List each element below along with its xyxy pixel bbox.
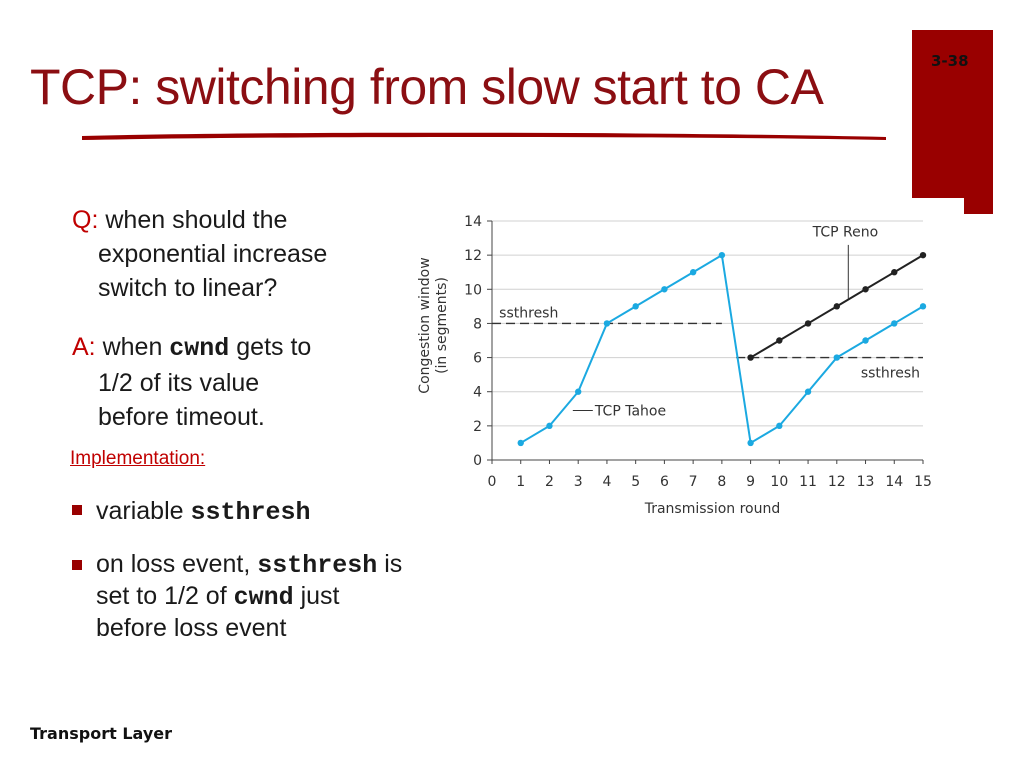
y-tick-label: 14 [464,214,482,230]
corner-accent-tab [912,30,993,198]
question-block: Q: when should the exponential increase … [72,203,382,305]
bullet2-line3: before loss event [96,614,287,642]
bullet-ssthresh-variable: variable ssthresh [72,494,492,530]
footer-text: Transport Layer [30,724,172,743]
tcp-tahoe-point [891,320,898,327]
x-tick-label: 3 [574,474,583,490]
y-tick-label: 0 [473,453,482,469]
tcp-tahoe-point [661,286,668,293]
tcp-reno-point [833,303,840,310]
title-underline [82,132,886,140]
x-tick-label: 11 [799,474,817,490]
answer-label: A: [72,333,96,361]
bullet2-line2-post: just [300,582,340,610]
bullet2-mid: is [384,550,403,578]
bullet2-code2: cwnd [233,583,294,612]
slide-title: TCP: switching from slow start to CA [30,59,824,115]
y-tick-label: 10 [464,282,482,298]
corner-accent-strip [964,198,993,214]
tcp-tahoe-label: TCP Tahoe [594,403,666,419]
question-label: Q: [72,206,99,234]
tcp-reno-label: TCP Reno [812,224,879,240]
answer-line2: 1/2 of its value [98,369,260,397]
tcp-reno-point [862,286,869,293]
tcp-tahoe-point [776,422,783,430]
bullet-square-icon [72,505,82,515]
question-line2: exponential increase [98,240,328,268]
question-line3: switch to linear? [98,274,278,302]
tcp-reno-point [747,354,754,361]
answer-line1-pre: when [102,333,163,361]
question-line1: when should the [105,206,288,234]
answer-cwnd-code: cwnd [169,334,230,363]
bullet2-code1: ssthresh [257,551,378,580]
x-tick-label: 15 [914,474,932,490]
bullet-square-icon [72,560,82,570]
x-tick-label: 8 [717,474,726,490]
tcp-tahoe-point [689,269,697,276]
tcp-tahoe-point [632,303,639,310]
tcp-reno-point [804,320,812,327]
bullet-loss-event: on loss event, ssthresh is set to 1/2 of… [72,549,492,643]
y-tick-label: 4 [473,385,482,401]
x-tick-label: 4 [602,474,611,490]
y-tick-label: 2 [473,419,482,435]
y-tick-label: 12 [464,248,482,264]
tcp-reno-point [919,251,927,259]
x-tick-label: 1 [516,474,525,490]
corner-notch [912,198,964,214]
tcp-tahoe-point [862,337,869,344]
y-axis-label-line1: Congestion window [417,257,433,393]
tcp-tahoe-point [919,303,927,310]
y-axis-label-line2: (in segments) [434,277,450,374]
x-tick-label: 9 [746,474,755,490]
slide-number: 3-38 [931,52,969,70]
y-tick-label: 8 [473,316,482,332]
tcp-tahoe-point [546,422,553,430]
tcp-tahoe-point [833,354,840,361]
bullet2-line2-pre: set to 1/2 of [96,582,227,610]
y-tick-label: 6 [473,351,482,367]
answer-block: A: when cwnd gets to 1/2 of its value be… [72,330,382,434]
x-axis-label: Transmission round [644,501,781,517]
tcp-tahoe-point [603,320,611,327]
x-tick-label: 6 [660,474,669,490]
x-tick-label: 13 [857,474,875,490]
tcp-tahoe-point [575,388,582,395]
tcp-reno-point [891,269,898,276]
answer-line3: before timeout. [98,403,265,431]
implementation-heading: Implementation: [70,448,206,469]
x-tick-label: 5 [631,474,640,490]
tcp-tahoe-point [517,439,524,447]
x-tick-label: 7 [689,474,698,490]
tcp-reno-point [776,337,783,344]
bullet2-pre: on loss event, [96,550,251,578]
x-tick-label: 12 [828,474,846,490]
bullet1-text: variable [96,497,184,525]
x-tick-label: 2 [545,474,554,490]
tcp-tahoe-point [747,439,754,447]
x-tick-label: 14 [885,474,903,490]
tcp-tahoe-point [718,251,726,259]
tcp-tahoe-point [804,388,812,395]
tcp-tahoe-line [520,253,924,445]
x-tick-label: 0 [488,474,497,490]
ssthresh-label: ssthresh [861,366,920,382]
ssthresh-label: ssthresh [499,305,558,321]
bullet1-code: ssthresh [190,498,311,527]
x-tick-label: 10 [770,474,788,490]
answer-line1-post: gets to [236,333,312,361]
